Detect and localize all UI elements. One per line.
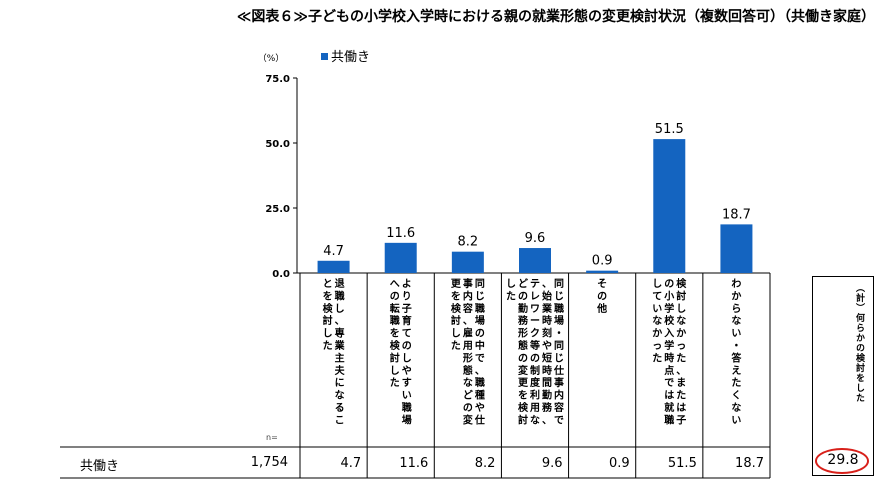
data-table-row: 共働き 1,754: [0, 446, 800, 486]
bar: [451, 251, 484, 273]
category-label-column: どの勤務形態の変更を検討: [518, 277, 529, 426]
category-label-column: わからない・答えたくない: [730, 278, 742, 426]
bar-value-label: 8.2: [458, 235, 479, 250]
bar: [586, 270, 619, 273]
category-label-column: 更を検討した: [451, 278, 462, 352]
category-label-column: その他: [596, 278, 607, 315]
row-value: 4.7: [340, 456, 361, 471]
bar-value-label: 11.6: [386, 226, 415, 241]
category-label-column: への転職を検討した: [390, 279, 401, 389]
category-label-column: 、始業時刻や短時間勤務、: [541, 279, 553, 426]
row-value: 51.5: [668, 456, 697, 471]
y-tick-label: 0.0: [272, 269, 290, 280]
category-label-column: 検討しなかった、または子: [676, 277, 687, 426]
bar-value-label: 9.6: [525, 231, 546, 246]
bar-value-label: 51.5: [655, 122, 684, 137]
row-value: 8.2: [475, 456, 496, 471]
bar: [653, 139, 686, 273]
row-series-name: 共働き: [80, 459, 120, 474]
category-label-column: の小学校入学時点では就職: [663, 279, 675, 426]
n-label: n=: [266, 433, 278, 442]
total-highlight-circle: [815, 448, 869, 474]
y-tick-label: 50.0: [265, 139, 290, 150]
bar: [720, 224, 753, 273]
row-value: 9.6: [542, 456, 563, 471]
category-label-column: 事内容、雇用形態などの変: [462, 277, 474, 426]
category-label-column: とを検討した: [323, 278, 334, 352]
row-value: 0.9: [609, 456, 630, 471]
y-unit-label: （%）: [258, 53, 285, 64]
category-label-column: テレワーク等の制度利用な: [529, 278, 541, 426]
category-label-column: していなかった: [652, 278, 662, 364]
total-box: （計）何らかの検討をした 29.8: [812, 276, 874, 476]
bar-value-label: 4.7: [323, 244, 344, 259]
legend-swatch: [321, 53, 328, 60]
y-tick-label: 75.0: [265, 74, 290, 85]
row-value: 18.7: [735, 456, 764, 471]
bar: [317, 260, 350, 273]
category-label-column: 同じ職場の中で、職種や仕: [474, 278, 485, 426]
bar: [519, 248, 551, 273]
category-label-column: 同じ職場・同じ仕事内容で: [553, 278, 564, 426]
chart-title: ≪図表６≫子どもの小学校入学時における親の就業形態の変更検討状況（複数回答可）（…: [236, 9, 875, 25]
legend-label: 共働き: [331, 50, 370, 65]
category-label-column: より子育てのしやすい職場: [402, 278, 412, 426]
total-label: （計）何らかの検討をした: [854, 283, 864, 403]
bar-value-label: 18.7: [722, 207, 751, 222]
bar: [384, 242, 417, 273]
row-value: 11.6: [399, 456, 428, 471]
bar-value-label: 0.9: [592, 254, 613, 269]
category-label-column: した: [506, 278, 516, 302]
category-label-column: 退職し、専業主夫になるこ: [334, 278, 346, 426]
y-tick-label: 25.0: [265, 204, 290, 215]
row-n-value: 1,754: [250, 455, 288, 470]
